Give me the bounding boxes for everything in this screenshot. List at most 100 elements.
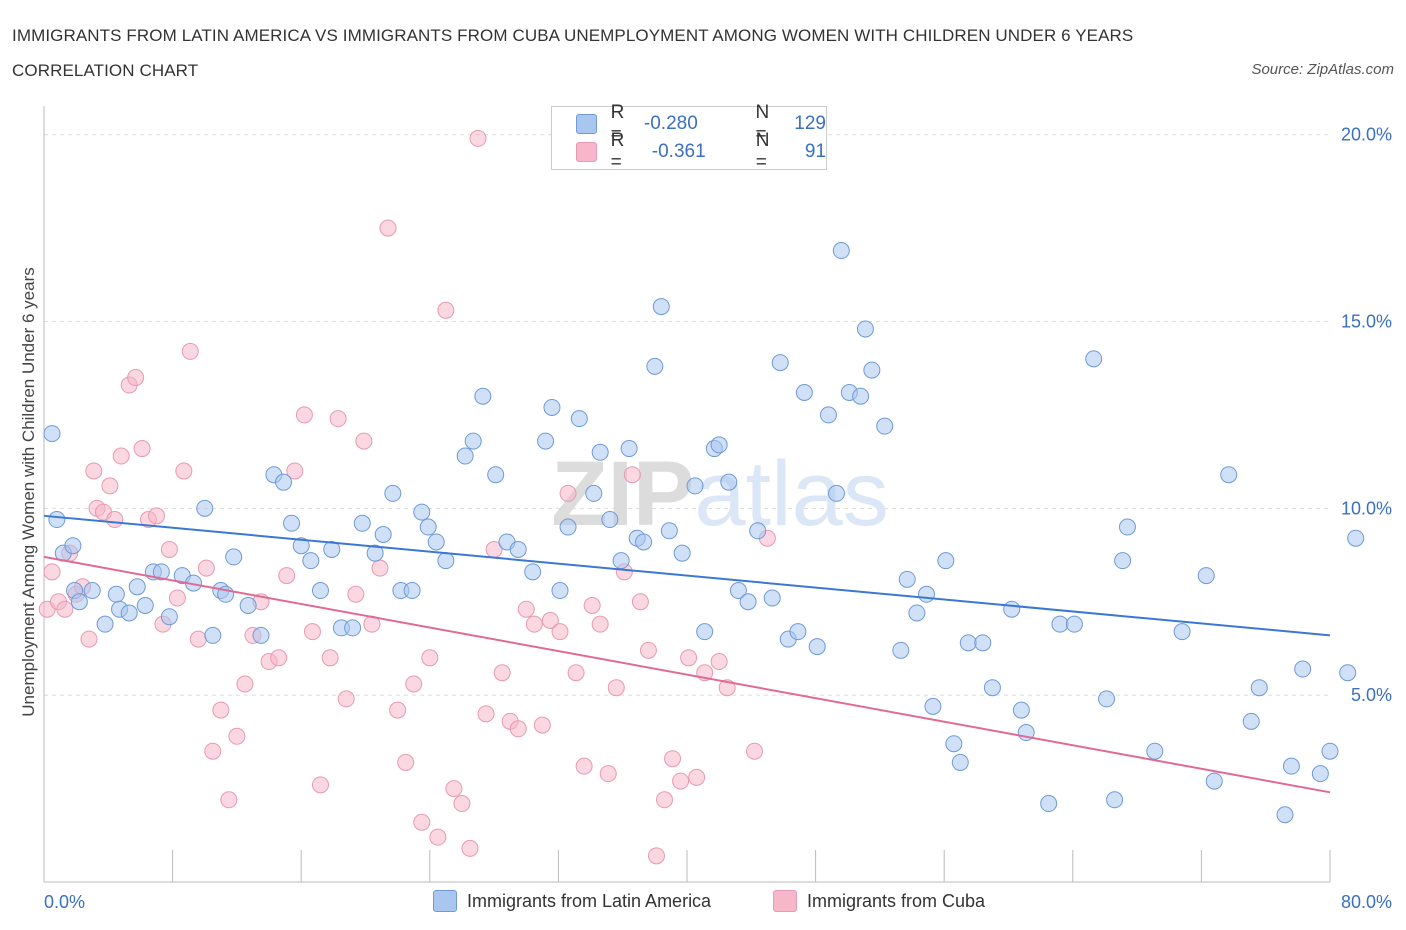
data-point-latin: [601, 511, 619, 529]
bottom-legend-label-latin: Immigrants from Latin America: [467, 890, 712, 911]
data-point-cuba: [672, 772, 690, 790]
data-point-cuba: [493, 664, 511, 682]
data-point-latin: [892, 641, 910, 659]
data-point-latin: [1321, 742, 1339, 760]
data-point-latin: [696, 623, 714, 641]
data-point-cuba: [583, 596, 601, 614]
data-point-latin: [710, 436, 728, 454]
data-point-cuba: [212, 701, 230, 719]
y-tick-label: 10.0%: [1341, 498, 1392, 518]
chart-source: Source: ZipAtlas.com: [1251, 61, 1394, 78]
data-point-latin: [1339, 664, 1357, 682]
data-point-latin: [1098, 690, 1116, 708]
data-point-latin: [863, 361, 881, 379]
data-point-latin: [819, 406, 837, 424]
data-point-cuba: [421, 649, 439, 667]
data-point-cuba: [337, 690, 355, 708]
data-point-latin: [1106, 791, 1124, 809]
data-point-latin: [311, 582, 329, 600]
data-point-cuba: [551, 623, 569, 641]
data-point-latin: [959, 634, 977, 652]
data-point-cuba: [204, 742, 222, 760]
data-point-latin: [128, 578, 146, 596]
data-point-latin: [789, 623, 807, 641]
data-point-latin: [225, 548, 243, 566]
x-tick-label: 0.0%: [44, 892, 85, 912]
data-point-latin: [487, 466, 505, 484]
data-point-cuba: [599, 765, 617, 783]
y-tick-label: 15.0%: [1341, 312, 1392, 332]
data-point-latin: [729, 582, 747, 600]
data-point-cuba: [429, 828, 447, 846]
bottom-legend-swatch-cuba: [773, 890, 797, 912]
legend-row-cuba: R = -0.361 N = 91: [576, 130, 826, 173]
data-point-latin: [96, 615, 114, 633]
data-point-cuba: [607, 679, 625, 697]
data-point-latin: [537, 432, 555, 450]
data-point-latin: [374, 525, 392, 543]
data-point-latin: [1347, 529, 1365, 547]
data-point-cuba: [461, 839, 479, 857]
data-point-cuba: [517, 600, 535, 618]
legend-r-label: R =: [610, 102, 625, 145]
data-point-latin: [852, 387, 870, 405]
data-point-latin: [204, 626, 222, 644]
data-point-latin: [1040, 795, 1058, 813]
data-point-cuba: [236, 675, 254, 693]
data-point-latin: [403, 582, 421, 600]
data-point-latin: [1220, 466, 1238, 484]
data-point-latin: [427, 533, 445, 551]
data-point-latin: [70, 593, 88, 611]
data-point-cuba: [286, 462, 304, 480]
data-point-cuba: [664, 750, 682, 768]
data-point-latin: [1197, 567, 1215, 585]
data-point-latin: [898, 570, 916, 588]
data-point-cuba: [148, 507, 166, 525]
data-point-latin: [107, 585, 125, 603]
series-latin: [43, 242, 1365, 824]
data-point-latin: [673, 544, 691, 562]
trend-line-latin: [43, 514, 1331, 637]
data-point-latin: [43, 425, 61, 443]
data-point-cuba: [655, 791, 673, 809]
data-point-cuba: [437, 301, 455, 319]
data-point-latin: [292, 537, 310, 555]
legend-n-label: N =: [755, 130, 770, 173]
data-point-cuba: [127, 369, 145, 387]
data-point-cuba: [639, 641, 657, 659]
data-point-cuba: [405, 675, 423, 693]
data-point-latin: [1051, 615, 1069, 633]
data-point-latin: [1118, 518, 1136, 536]
legend-swatch-latin: [576, 114, 597, 134]
data-point-latin: [1114, 552, 1132, 570]
data-point-cuba: [133, 440, 151, 458]
x-tick-labels: 0.0% 80.0%: [44, 892, 1392, 912]
data-point-latin: [524, 563, 542, 581]
bottom-legend-latin: Immigrants from Latin America: [433, 890, 711, 912]
data-point-latin: [795, 384, 813, 402]
data-point-latin: [413, 503, 431, 521]
data-point-latin: [739, 593, 757, 611]
trend-lines: [43, 514, 1331, 794]
data-point-latin: [974, 634, 992, 652]
data-point-latin: [876, 417, 894, 435]
data-point-cuba: [453, 795, 471, 813]
data-point-latin: [937, 552, 955, 570]
data-point-cuba: [525, 615, 543, 633]
data-point-latin: [456, 447, 474, 465]
data-point-latin: [543, 398, 561, 416]
data-point-cuba: [56, 600, 74, 618]
legend: R = -0.280 N = 129 R = -0.361 N = 91: [551, 102, 827, 173]
watermark: ZIPatlas: [551, 443, 888, 545]
data-point-latin: [1311, 765, 1329, 783]
data-point-latin: [686, 477, 704, 495]
data-point-cuba: [746, 742, 764, 760]
data-point-latin: [1065, 615, 1083, 633]
data-point-latin: [646, 357, 664, 375]
data-point-latin: [120, 604, 138, 622]
data-point-latin: [585, 484, 603, 502]
data-point-cuba: [680, 649, 698, 667]
data-point-cuba: [347, 585, 365, 603]
data-point-latin: [771, 354, 789, 372]
data-point-latin: [366, 544, 384, 562]
